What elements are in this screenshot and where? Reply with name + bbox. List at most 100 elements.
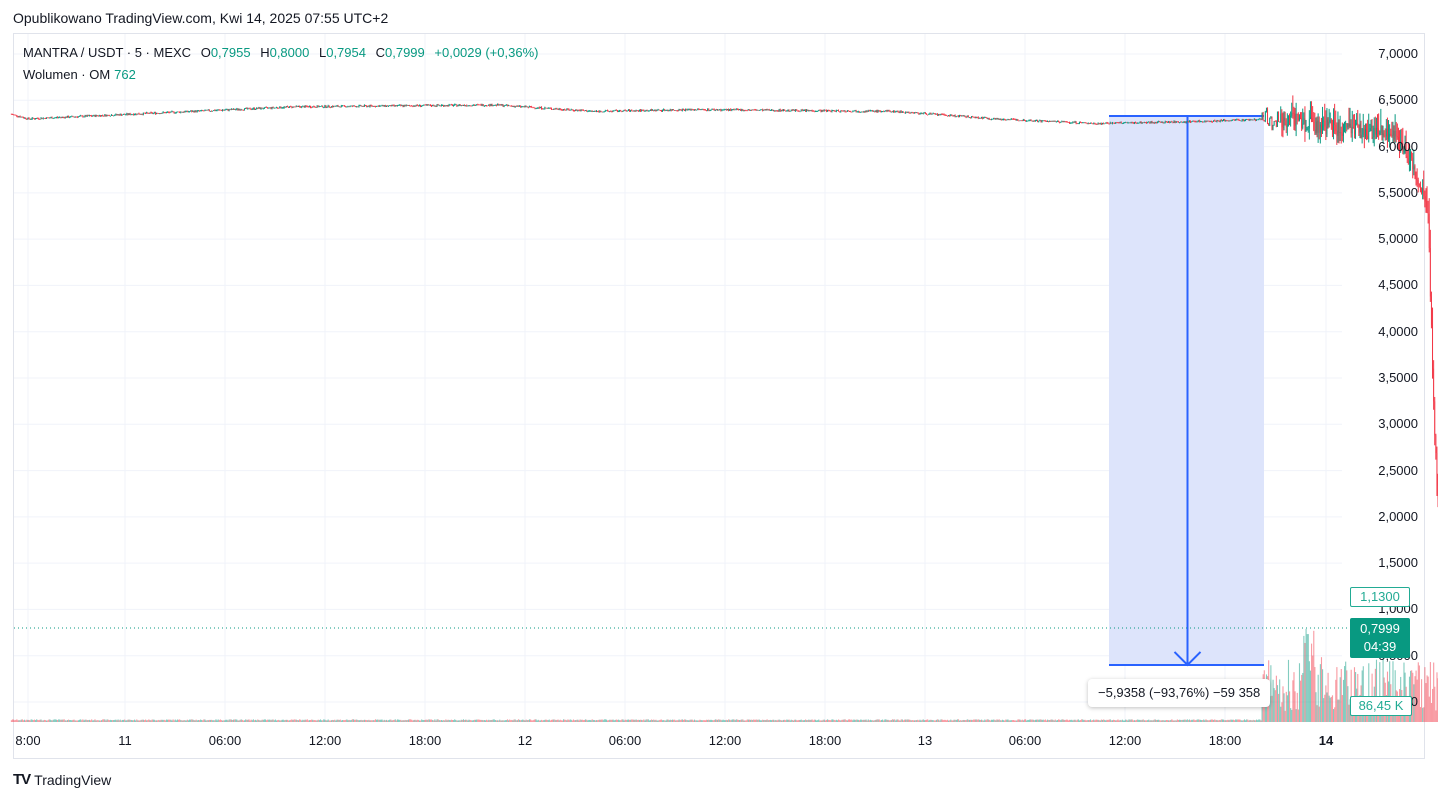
candle-body (1113, 122, 1114, 124)
candle-body (147, 112, 149, 114)
volume-bar (680, 719, 682, 722)
candle-body (196, 110, 198, 112)
candle-body (1218, 120, 1220, 122)
candle-body (1230, 120, 1232, 122)
volume-bar (1050, 719, 1052, 722)
volume-bar (93, 720, 95, 722)
candle-body (140, 114, 142, 115)
candle-body (937, 113, 938, 116)
volume-bar (394, 719, 396, 722)
volume-bar (349, 720, 351, 722)
volume-bar (539, 720, 542, 722)
volume-bar (784, 719, 786, 722)
candle-body (233, 108, 234, 110)
volume-bar (530, 719, 532, 722)
candle-body (1301, 118, 1303, 128)
candle-body (168, 112, 170, 113)
volume-bar (960, 720, 962, 722)
symbol-label[interactable]: MANTRA / USDT · 5 · MEXC (23, 45, 192, 60)
candle-body (214, 110, 216, 111)
candle-body (1147, 122, 1149, 123)
candle-body (631, 110, 633, 111)
volume-bar (314, 720, 316, 722)
candle-body (171, 111, 173, 113)
volume-bar (575, 720, 577, 722)
candle-body (295, 105, 297, 107)
candle-body (494, 104, 496, 106)
candle-body (1213, 120, 1215, 122)
candle-body (530, 106, 531, 108)
volume-bar (697, 720, 699, 722)
volume-bar (443, 720, 445, 722)
volume-bar (596, 720, 598, 722)
volume-bar (516, 720, 518, 722)
volume-bar (1250, 720, 1252, 722)
volume-bar (468, 719, 470, 722)
volume-bar (206, 720, 208, 722)
volume-bar (178, 719, 180, 722)
candle-body (1192, 120, 1194, 122)
volume-bar (332, 719, 334, 722)
volume-bar (42, 720, 44, 722)
candle-body (899, 111, 901, 113)
volume-bar (555, 720, 557, 722)
candle-body (866, 110, 868, 112)
candle-body (1120, 122, 1122, 124)
candle-body (14, 114, 16, 116)
candle-body (279, 106, 281, 109)
candle-body (1191, 121, 1193, 123)
volume-bar (1049, 719, 1051, 722)
volume-label[interactable]: Wolumen · OM (23, 67, 111, 82)
candle-body (513, 106, 515, 107)
candle-body (1335, 124, 1337, 131)
candle-body (1297, 114, 1299, 121)
volume-bar (1336, 667, 1338, 722)
tradingview-logo[interactable]: TV TradingView (13, 771, 111, 788)
candle-body (857, 111, 859, 113)
volume-bar (184, 720, 186, 722)
candle-body (537, 107, 539, 109)
volume-bar (31, 719, 33, 722)
volume-bar (1170, 719, 1172, 722)
candle-body (476, 104, 478, 106)
volume-bar (940, 719, 942, 722)
candle-body (1079, 122, 1080, 124)
candle-body (449, 104, 451, 106)
candle-body (685, 108, 687, 111)
candle-body (994, 118, 996, 120)
candle-body (375, 106, 376, 108)
volume-bar (1121, 719, 1123, 722)
candle-body (215, 110, 217, 112)
candle-body (106, 114, 108, 117)
candle-body (502, 104, 504, 107)
candle-body (388, 105, 390, 107)
candle-body (856, 111, 858, 113)
volume-bar (405, 720, 407, 722)
volume-bar (150, 720, 152, 722)
volume-bar (1172, 720, 1174, 722)
candle-body (548, 108, 550, 109)
candle-body (870, 110, 871, 112)
candle-body (774, 110, 776, 112)
volume-bar (679, 720, 681, 722)
volume-bar (953, 719, 955, 722)
time-tick-label: 12:00 (708, 733, 742, 748)
candle-body (62, 116, 64, 118)
volume-bar (849, 719, 851, 722)
volume-bar (1201, 720, 1203, 722)
candle-body (145, 113, 146, 114)
candle-body (15, 114, 17, 116)
candle-body (1321, 124, 1322, 131)
candle-body (255, 109, 256, 110)
volume-bar (558, 720, 560, 722)
volume-bar (1238, 719, 1240, 722)
volume-bar (935, 719, 938, 722)
volume-bar (1278, 693, 1280, 722)
volume-bar (552, 719, 554, 722)
volume-bar (1195, 720, 1197, 722)
volume-bar (1239, 719, 1241, 722)
volume-bar (1003, 720, 1005, 722)
candle-body (995, 118, 997, 120)
chart-frame[interactable] (13, 33, 1425, 759)
